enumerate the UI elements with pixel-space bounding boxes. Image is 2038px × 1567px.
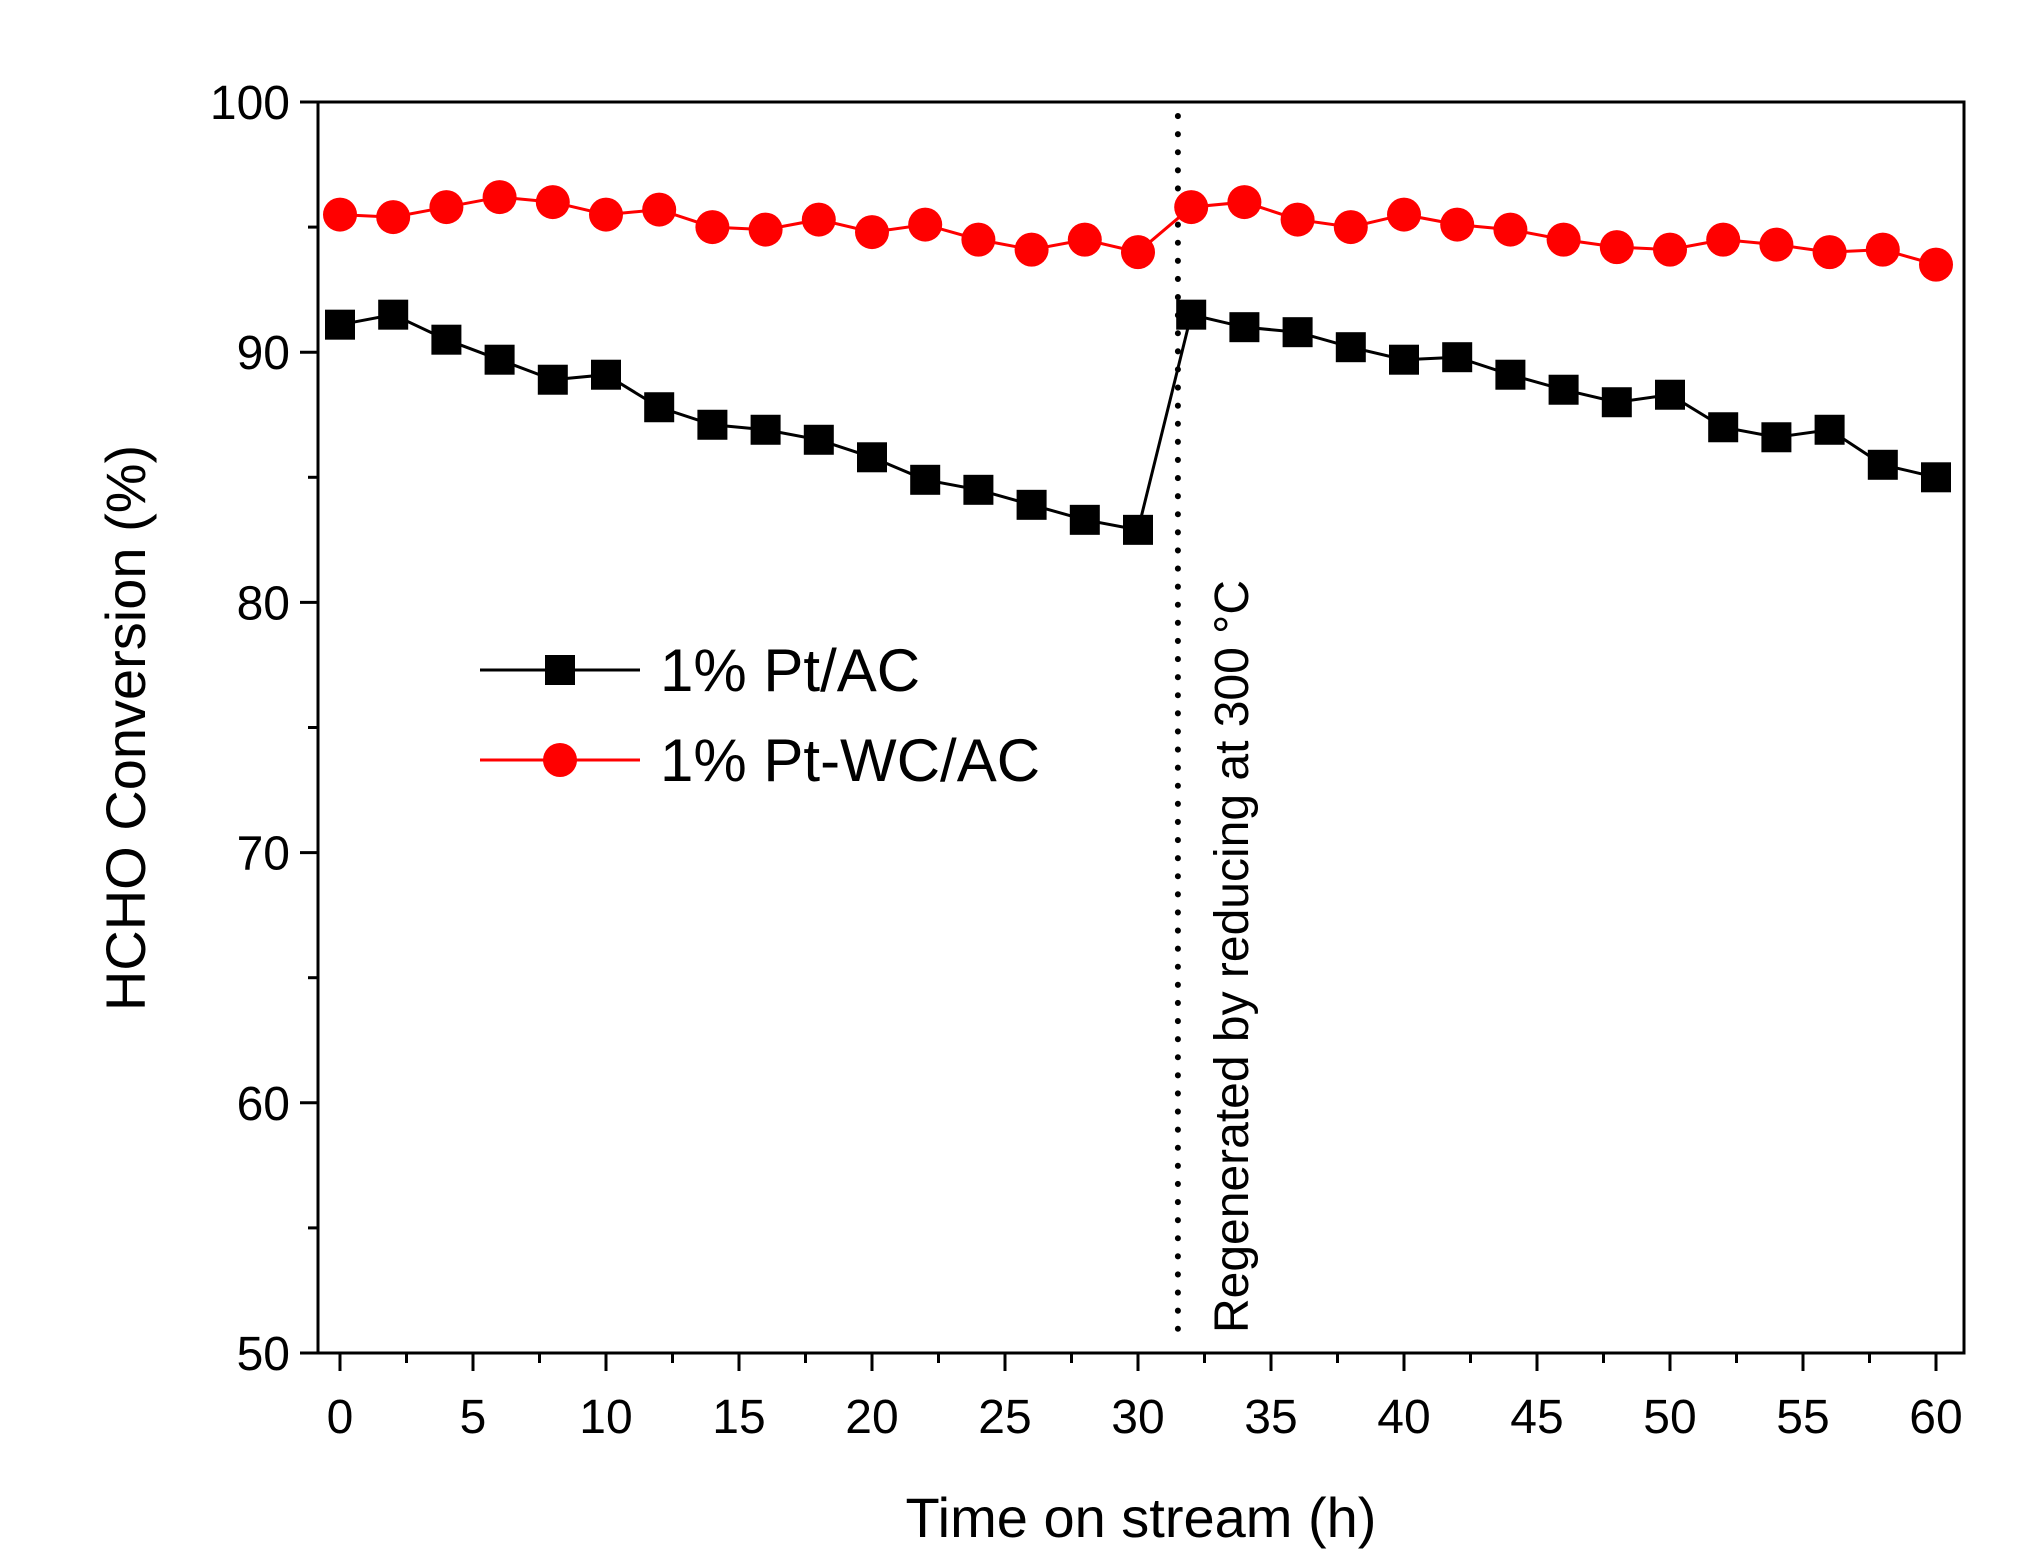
data-point [910,464,941,495]
y-tick-label: 60 [237,1078,290,1131]
x-tick-label: 15 [712,1391,765,1444]
x-tick-label: 45 [1510,1391,1563,1444]
data-point [1067,222,1102,257]
x-tick-label: 40 [1377,1391,1430,1444]
x-tick-label: 55 [1776,1391,1829,1444]
data-point [1176,299,1207,330]
data-point [1814,414,1845,445]
legend-marker [545,655,575,685]
data-point [1706,222,1741,257]
data-point [908,207,943,242]
x-tick-label: 35 [1244,1391,1297,1444]
data-point [857,442,887,473]
legend-marker [543,743,577,777]
data-point [1919,247,1953,282]
data-point [1759,227,1794,262]
data-point [697,409,728,440]
x-tick-label: 10 [579,1391,632,1444]
data-point [1442,342,1473,373]
y-tick-label: 90 [237,327,290,380]
regeneration-annotation: Regenerated by reducing at 300 °C [1206,580,1259,1333]
data-point [1708,412,1739,443]
axis-ticks [300,100,1938,1371]
data-point [1440,207,1475,242]
data-point [1493,212,1528,247]
data-point [325,309,355,340]
data-point [376,200,411,235]
data-point [484,344,515,375]
data-point [748,212,783,247]
data-point [750,414,781,445]
y-axis-title: HCHO Conversion (%) [94,445,157,1011]
data-point [1546,222,1581,257]
data-point [963,474,994,505]
y-tick-label: 70 [237,828,290,881]
data-point [1867,449,1898,480]
data-point [1812,235,1847,270]
data-point [855,215,889,250]
legend-label: 1% Pt/AC [660,637,920,704]
legend-label: 1% Pt-WC/AC [660,727,1040,794]
data-point [1123,514,1153,545]
plot-frame [316,100,1966,1355]
data-point [1495,359,1526,390]
y-tick-label: 50 [237,1328,290,1381]
data-point [1335,332,1366,363]
data-point [1174,190,1209,225]
data-point [961,222,996,257]
data-point [1601,387,1632,418]
data-point [378,299,409,330]
data-point [803,424,834,455]
data-point [1014,232,1049,267]
data-point [482,180,517,215]
legend: 1% Pt/AC 1% Pt-WC/AC [480,637,1040,794]
data-point [1282,317,1313,348]
x-tick-label: 25 [978,1391,1031,1444]
data-point [1655,379,1685,410]
x-tick-label: 5 [460,1391,487,1444]
data-point [1016,489,1047,520]
data-point [589,197,623,232]
data-point [1653,232,1687,267]
data-point [537,364,568,395]
data-point [1865,232,1900,267]
data-point [591,359,621,390]
data-point [1761,422,1792,453]
series-group [323,180,1953,545]
data-point [1389,344,1419,375]
data-point [1121,235,1155,270]
x-tick-label: 20 [845,1391,898,1444]
y-tick-label: 80 [237,577,290,630]
data-point [1921,462,1951,493]
data-point [1548,374,1579,405]
x-tick-label: 60 [1909,1391,1962,1444]
data-point [1599,230,1634,265]
data-point [1069,504,1100,535]
data-point [431,324,462,355]
data-point [429,190,464,225]
data-point [1333,210,1368,245]
data-point [801,202,836,237]
data-point [1280,202,1315,237]
data-point [642,192,677,227]
series-line [339,312,1937,532]
data-point [535,185,570,220]
data-point [695,210,730,245]
series-1 [323,180,1953,282]
x-tick-label: 0 [327,1391,354,1444]
data-point [1227,185,1262,220]
data-point [1387,197,1421,232]
data-point [644,392,675,423]
tick-labels: 0 5 10 15 20 25 30 35 40 45 50 55 60 50 60 70 80 90 100 [210,77,1963,1444]
x-tick-label: 50 [1643,1391,1696,1444]
series-0 [325,299,1951,545]
x-axis-title: Time on stream (h) [906,1486,1377,1549]
y-tick-label: 100 [210,77,290,130]
x-tick-label: 30 [1111,1391,1164,1444]
data-point [323,197,357,232]
data-point [1229,312,1260,343]
